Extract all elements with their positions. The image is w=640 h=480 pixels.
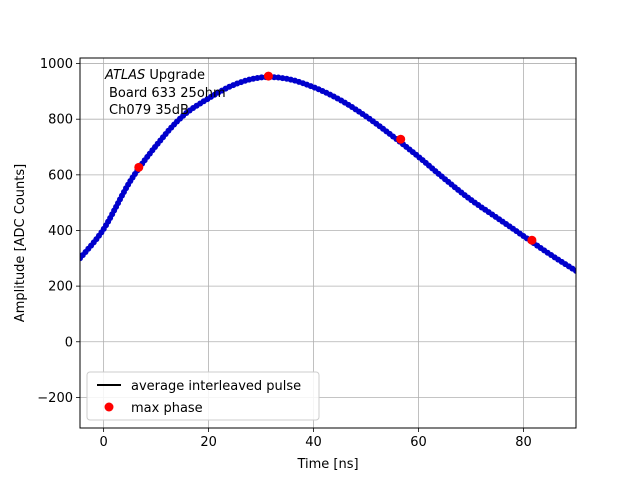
series-group	[80, 71, 576, 274]
x-tick-label: 20	[200, 435, 217, 450]
y-tick-label: 0	[65, 335, 73, 350]
legend-label-pulse: average interleaved pulse	[131, 379, 301, 394]
series-layer	[80, 71, 576, 274]
x-tick-label: 0	[99, 435, 107, 450]
atlas-label: ATLAS	[104, 68, 145, 83]
y-tick-label: 600	[48, 168, 73, 183]
x-axis: 0 20 40 60 80	[99, 428, 532, 450]
x-tick-label: 60	[410, 435, 427, 450]
y-axis: −200 0 200 400 600 800 1000	[37, 57, 80, 406]
y-tick-label: 800	[48, 113, 73, 128]
grid	[80, 58, 576, 428]
y-tick-label: 400	[48, 224, 73, 239]
annotation-line-1: ATLAS Upgrade	[104, 68, 205, 83]
y-tick-label: −200	[37, 391, 73, 406]
y-tick-label: 1000	[40, 57, 73, 72]
plot-background	[80, 58, 576, 428]
legend-label-max-phase: max phase	[131, 401, 203, 416]
legend: average interleaved pulse max phase	[86, 371, 320, 421]
x-tick-label: 40	[305, 435, 322, 450]
y-tick-label: 200	[48, 280, 73, 295]
legend-point-marker	[104, 402, 114, 412]
pulse-sample-point	[573, 267, 576, 274]
plot-frame	[79, 57, 577, 429]
max-phase-point	[263, 71, 273, 81]
x-axis-title: Time [ns]	[296, 457, 358, 472]
upgrade-label: Upgrade	[145, 68, 205, 83]
annotation-line-2: Board 633 25ohm	[109, 86, 226, 101]
x-tick-label: 80	[515, 435, 532, 450]
y-axis-title: Amplitude [ADC Counts]	[13, 164, 28, 322]
annotation: ATLAS Upgrade Board 633 25ohm Ch079 35dB	[104, 68, 226, 118]
legend-box	[86, 371, 320, 421]
annotation-line-3: Ch079 35dB	[109, 103, 189, 118]
plot-area	[79, 57, 577, 429]
max-phase-point	[134, 162, 144, 172]
max-phase-point	[527, 235, 537, 245]
max-phase-point	[396, 134, 406, 144]
